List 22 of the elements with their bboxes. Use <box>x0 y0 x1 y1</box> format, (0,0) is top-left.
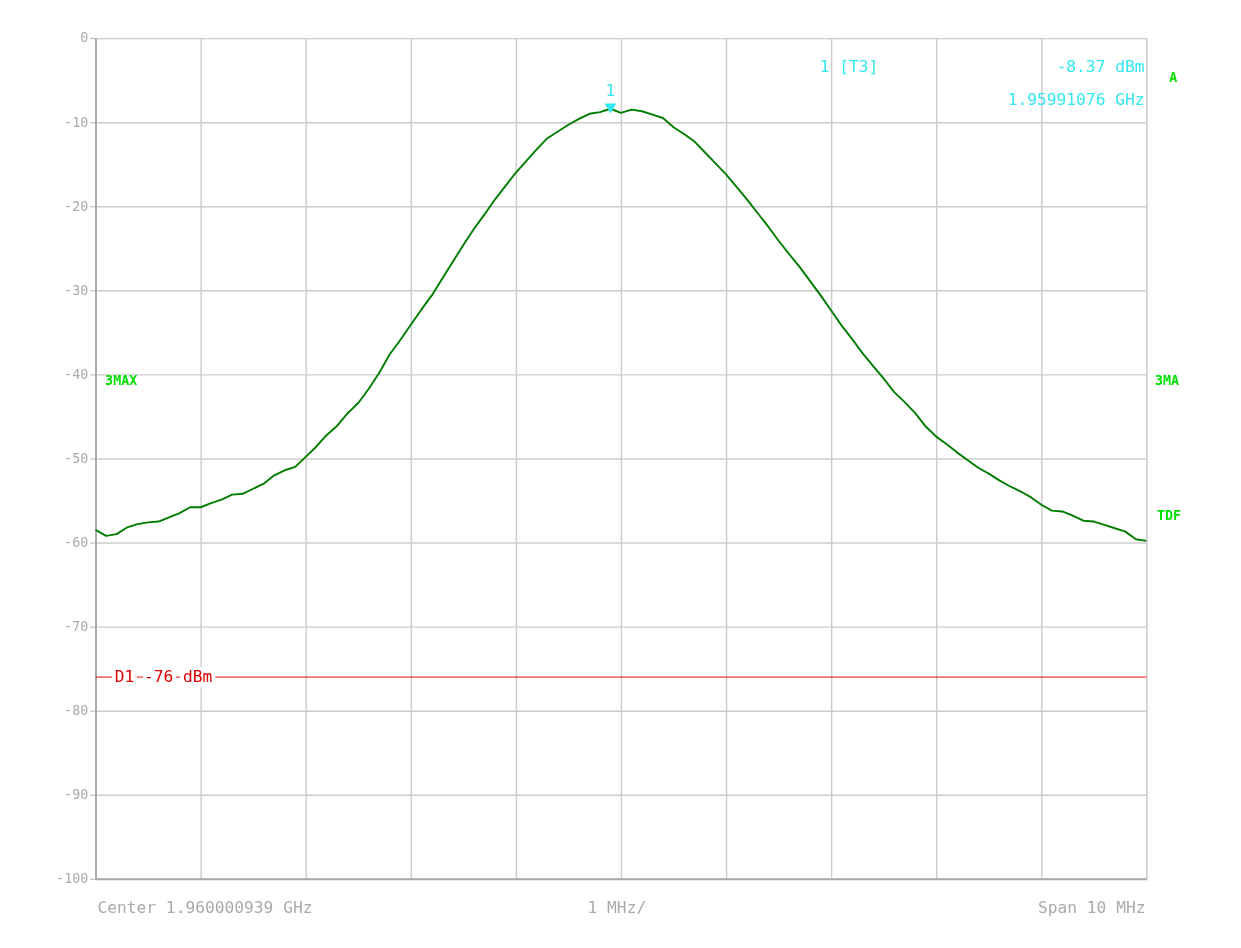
y-tick-label: -10 <box>64 114 89 130</box>
annotation: 3MAX <box>105 372 138 388</box>
text: 3MA <box>1155 372 1180 388</box>
y-tick-label: -40 <box>64 366 89 382</box>
y-tick-label: -100 <box>56 871 89 887</box>
y-tick-label: -50 <box>64 450 89 466</box>
text: A <box>1169 70 1178 86</box>
text: TDF <box>1156 507 1182 523</box>
text: 1 MHz/ <box>587 898 647 918</box>
y-tick-label: 0 <box>80 30 89 46</box>
annotation: 1 [T3] <box>819 56 879 76</box>
y-tick-label: -90 <box>64 787 89 803</box>
y-tick-label: -80 <box>64 703 89 719</box>
y-tick-label: -20 <box>64 198 89 214</box>
text: Center 1.960000939 GHz <box>97 898 313 918</box>
y-tick-label: -60 <box>64 534 89 550</box>
annotation: 1 <box>605 81 616 101</box>
annotation: 1.95991076 GHz <box>1007 90 1145 110</box>
y-tick-label: -70 <box>64 618 89 634</box>
y-tick-label: -30 <box>64 282 89 298</box>
annotation: -8.37 dBm <box>1056 56 1145 76</box>
text: Span 10 MHz <box>1037 898 1146 918</box>
